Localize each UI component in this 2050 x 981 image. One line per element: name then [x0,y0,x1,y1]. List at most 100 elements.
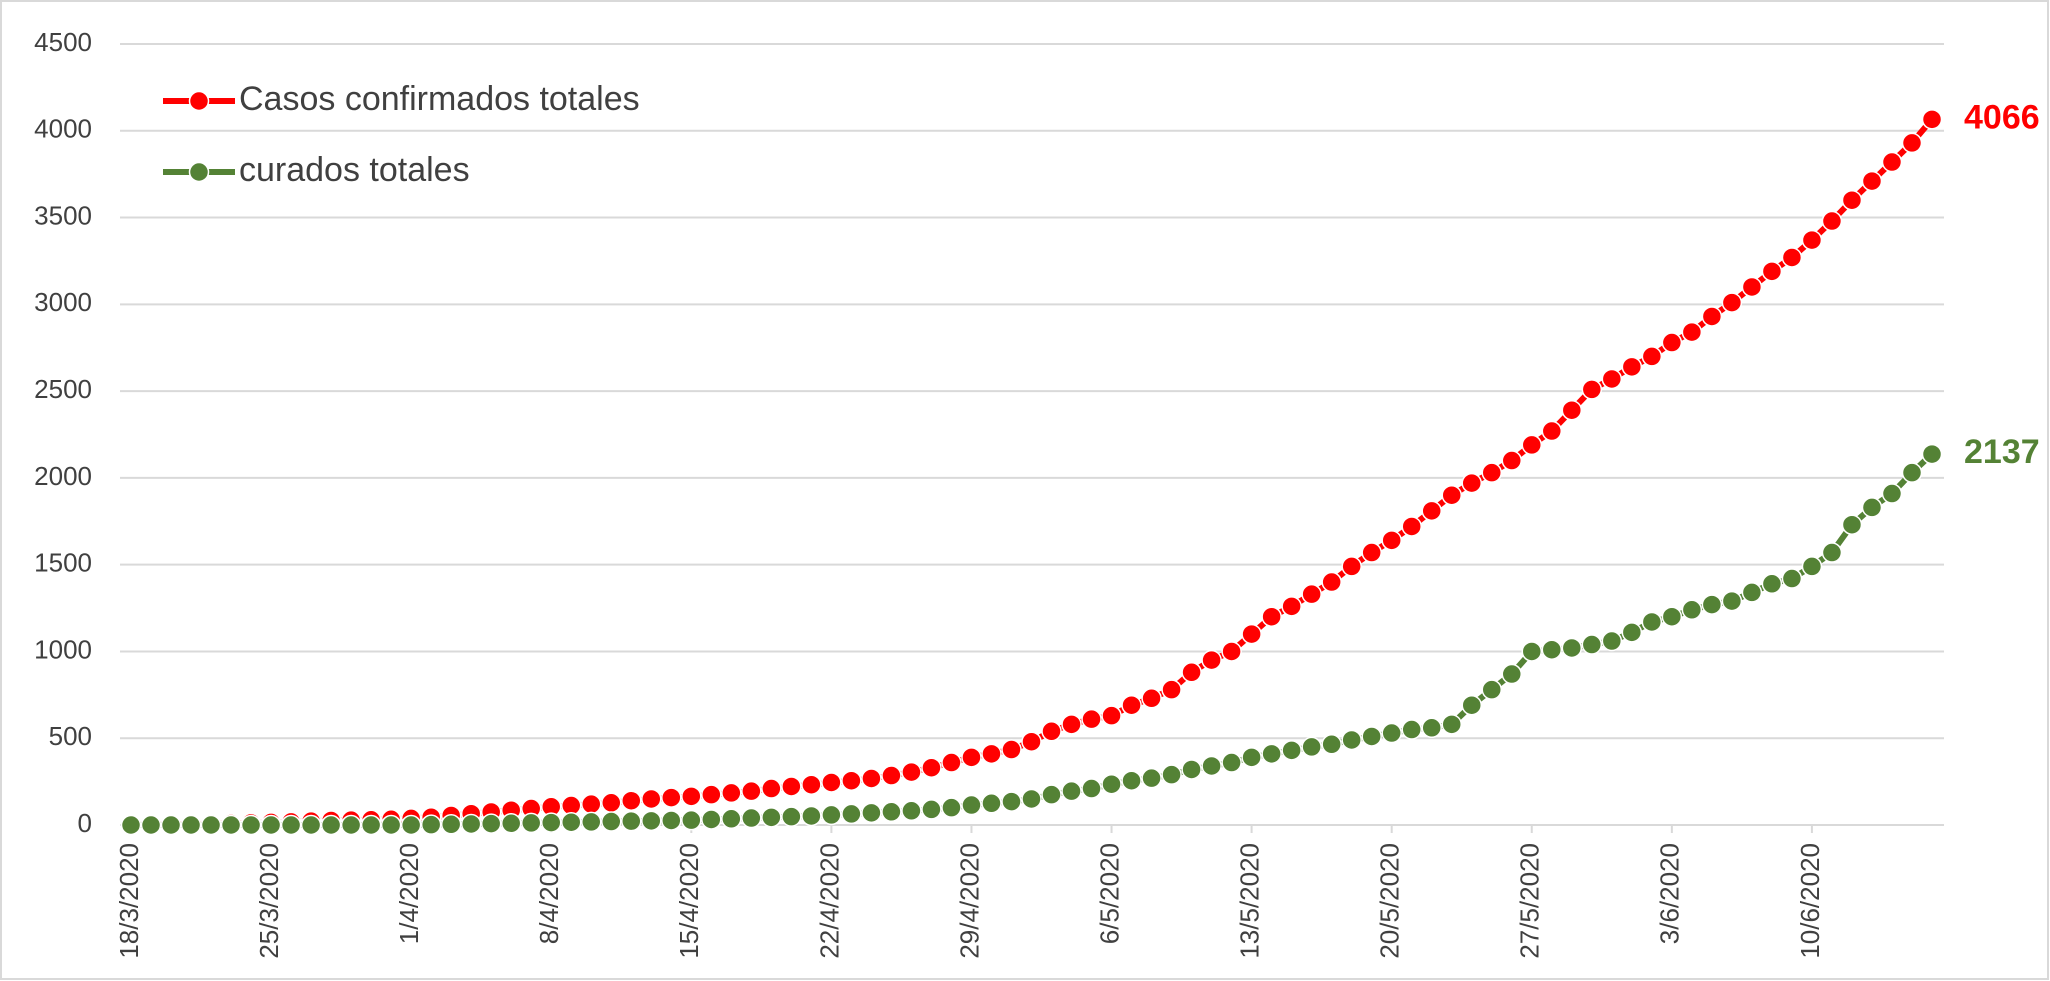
data-point [1861,170,1883,192]
data-point [500,813,522,834]
data-point [1121,770,1142,791]
data-point [761,778,782,799]
data-point [821,772,842,793]
x-tick-label: 15/4/2020 [674,843,704,959]
data-point [1761,261,1783,282]
data-point [1541,420,1563,442]
data-point [1421,500,1442,522]
data-point [781,806,802,827]
data-point [1141,688,1162,709]
data-point [1461,472,1482,494]
data-point [1761,573,1783,595]
data-point [961,794,982,816]
data-point [1101,705,1122,726]
x-tick-label: 10/6/2020 [1795,843,1825,959]
data-point [1721,292,1743,313]
data-point [1081,708,1102,730]
data-point [280,814,302,836]
data-point [1701,306,1723,327]
data-point [1481,679,1503,700]
data-point [1641,346,1663,367]
data-point [1881,151,1903,173]
data-point [621,810,642,832]
data-point [1281,596,1302,617]
data-point [460,813,482,835]
data-point [621,790,642,811]
data-point [801,805,822,827]
data-point [721,782,742,804]
data-point [1821,210,1843,232]
data-point [701,784,722,805]
data-point [300,814,322,836]
x-tick-label: 6/5/2020 [1094,843,1124,944]
data-point [1161,679,1182,700]
data-point [1461,694,1482,716]
data-point [1181,759,1202,780]
y-tick-label: 4000 [34,114,92,144]
data-point [741,780,762,802]
data-point [641,788,662,810]
data-point [821,804,842,826]
data-point [981,793,1002,814]
data-point [1921,443,1943,465]
data-point [1301,736,1322,758]
data-point [1661,332,1683,353]
data-point [1041,721,1062,742]
x-tick-label: 20/5/2020 [1375,843,1405,959]
data-point [781,776,802,797]
legend-label: curados totales [239,151,470,189]
data-point [1561,399,1583,421]
data-point [1081,778,1102,799]
data-point [380,814,402,836]
data-point [841,770,862,791]
data-point [921,757,942,778]
data-point [801,774,822,795]
data-point [941,797,962,818]
y-tick-label: 2500 [34,374,92,404]
y-tick-label: 2000 [34,461,92,491]
data-point [921,799,942,820]
data-point [1841,514,1863,535]
data-point [160,814,182,836]
data-point [1101,773,1122,795]
data-point [1661,606,1683,627]
data-point [1641,611,1663,633]
data-point [220,814,242,836]
x-tick-label: 22/4/2020 [814,843,844,959]
data-point [1581,379,1603,400]
x-tick-label: 25/3/2020 [254,843,284,959]
data-point [1921,109,1943,130]
y-tick-label: 1000 [34,634,92,664]
data-point [1401,719,1422,740]
data-point [1181,662,1202,683]
data-point [1341,729,1362,751]
data-point [1441,484,1462,506]
data-point [1621,622,1643,643]
data-point [200,814,222,836]
x-tick-label: 3/6/2020 [1655,843,1685,944]
data-point [661,810,682,831]
data-point [400,814,422,836]
data-point [1381,530,1402,551]
data-point [1201,755,1222,777]
data-point [1261,606,1282,627]
data-point [260,814,282,836]
y-tick-label: 3500 [34,200,92,230]
data-point [1781,568,1803,589]
data-point [1221,641,1242,662]
data-point [1281,740,1302,761]
data-point [841,803,862,825]
x-tick-label: 29/4/2020 [954,843,984,959]
legend-label: Casos confirmados totales [239,80,640,118]
data-point [1861,497,1883,518]
data-point [601,792,622,814]
y-tick-label: 4500 [34,27,92,57]
data-point [420,814,442,835]
data-point [1901,132,1923,154]
data-point [1021,731,1042,752]
data-point [520,812,542,834]
data-point [1741,582,1763,603]
data-point [480,813,502,834]
x-tick-label: 27/5/2020 [1515,843,1545,959]
